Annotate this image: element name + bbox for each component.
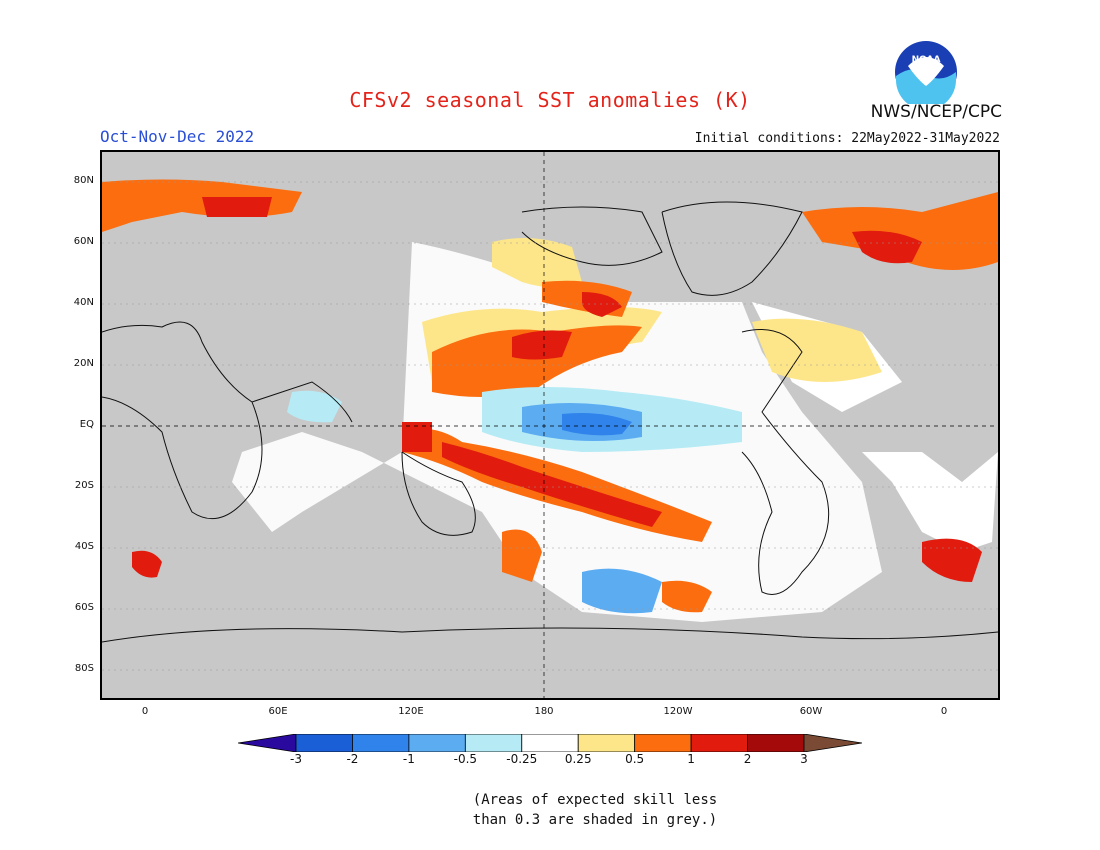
colorbar-tick-label: -0.25 [506, 752, 538, 766]
map-canvas [102, 152, 998, 698]
lon-label-120w: 120W [663, 706, 693, 717]
gridlines [102, 152, 998, 698]
skill-note-line-2: than 0.3 are shaded in grey.) [472, 812, 718, 828]
colorbar [238, 734, 862, 752]
colorbar-min-arrow [238, 734, 297, 752]
lat-label-80s: 80S [74, 663, 94, 674]
lat-label-60n: 60N [73, 236, 94, 247]
lon-label-0: 0 [141, 706, 149, 717]
lon-label-60e: 60E [268, 706, 288, 717]
skill-note-line-1: (Areas of expected skill less [472, 792, 718, 808]
colorbar-segment [521, 734, 579, 752]
lon-label-0-east: 0 [940, 706, 948, 717]
noaa-logo: NOAA [895, 41, 957, 104]
colorbar-tick-label: -3 [290, 752, 302, 766]
skill-note: (Areas of expected skill less than 0.3 a… [0, 790, 1100, 830]
lat-label-40n: 40N [73, 297, 94, 308]
sst-anomaly-map [100, 150, 1000, 700]
colorbar-segment [408, 734, 466, 752]
warm-anomaly-layer [102, 179, 998, 613]
lat-label-20s: 20S [74, 480, 94, 491]
lat-label-eq: EQ [79, 419, 94, 430]
colorbar-tick-label: -0.5 [453, 752, 478, 766]
colorbar-max-arrow [803, 734, 862, 752]
lon-label-60w: 60W [799, 706, 823, 717]
map-title: CFSv2 seasonal SST anomalies (K) [349, 88, 751, 112]
colorbar-tick-label: 0.5 [625, 752, 645, 766]
season-label: Oct-Nov-Dec 2022 [100, 127, 255, 146]
cool-anomaly-layer [287, 387, 742, 614]
lat-label-80n: 80N [73, 175, 94, 186]
colorbar-tick-label: -1 [402, 752, 415, 766]
coastline-layer [102, 201, 998, 643]
colorbar-tick-label: 1 [687, 752, 695, 766]
agency-label: NWS/NCEP/CPC [870, 102, 1002, 122]
colorbar-tick-label: 0.25 [564, 752, 592, 766]
colorbar-segment [634, 734, 692, 752]
lat-label-20n: 20N [73, 358, 94, 369]
lon-label-180: 180 [534, 706, 554, 717]
lon-label-120e: 120E [398, 706, 424, 717]
lat-label-40s: 40S [74, 541, 94, 552]
colorbar-segment [352, 734, 410, 752]
colorbar-segment [690, 734, 748, 752]
logo-text: NOAA [912, 55, 941, 65]
initial-conditions-label: Initial conditions: 22May2022-31May2022 [694, 131, 1000, 146]
colorbar-tick-label: -2 [346, 752, 359, 766]
colorbar-segment [577, 734, 636, 752]
colorbar-segment [747, 734, 805, 752]
lat-label-60s: 60S [74, 602, 94, 613]
colorbar-tick-label: 3 [800, 752, 808, 766]
colorbar-segment [464, 734, 523, 752]
colorbar-segment [295, 734, 353, 752]
colorbar-tick-label: 2 [743, 752, 752, 766]
